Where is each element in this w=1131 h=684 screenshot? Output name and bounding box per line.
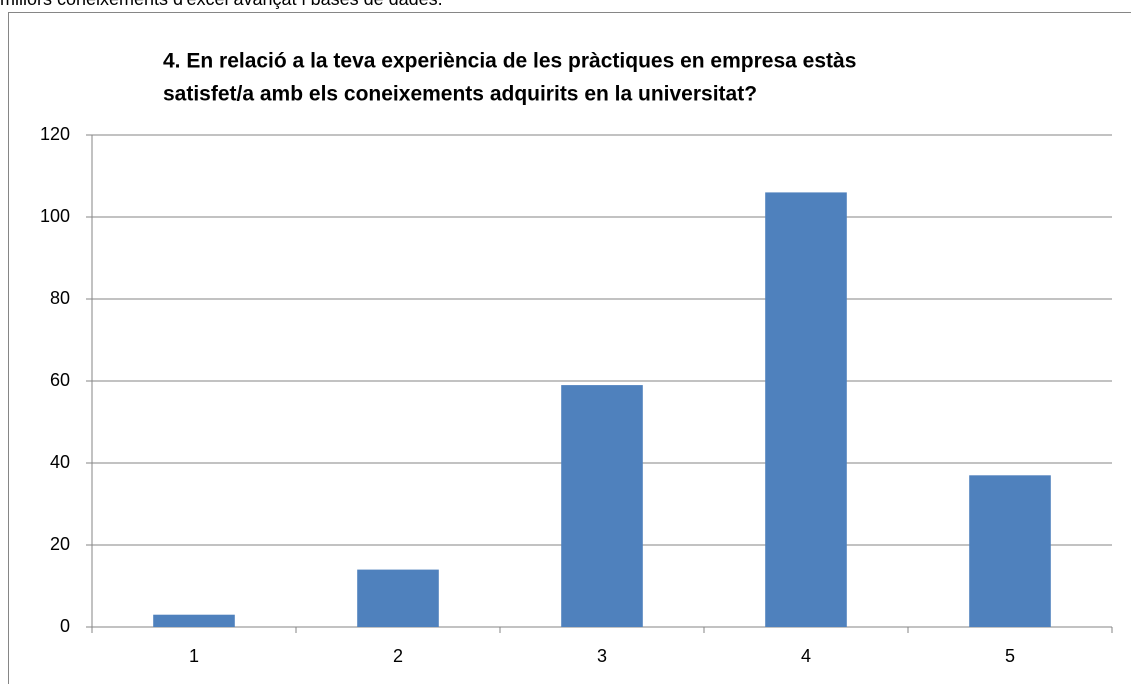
x-tick-label: 5: [1005, 646, 1015, 666]
y-tick-label: 100: [40, 206, 70, 226]
x-tick-label: 3: [597, 646, 607, 666]
y-tick-label: 60: [50, 370, 70, 390]
chart-title: 4. En relació a la teva experiència de l…: [163, 50, 856, 73]
y-tick-label: 40: [50, 452, 70, 472]
bar: [765, 192, 847, 627]
y-tick-label: 20: [50, 534, 70, 554]
bar: [969, 475, 1051, 627]
x-tick-label: 1: [189, 646, 199, 666]
chart-title: satisfet/a amb els coneixements adquirit…: [163, 83, 757, 106]
x-tick-label: 4: [801, 646, 811, 666]
bar: [153, 614, 235, 627]
y-tick-label: 120: [40, 124, 70, 144]
x-tick-label: 2: [393, 646, 403, 666]
y-tick-label: 0: [60, 616, 70, 636]
y-tick-label: 80: [50, 288, 70, 308]
bar: [561, 385, 643, 627]
bar: [357, 569, 439, 627]
page-text: millors coneixements d'excel avançat i b…: [0, 0, 443, 9]
